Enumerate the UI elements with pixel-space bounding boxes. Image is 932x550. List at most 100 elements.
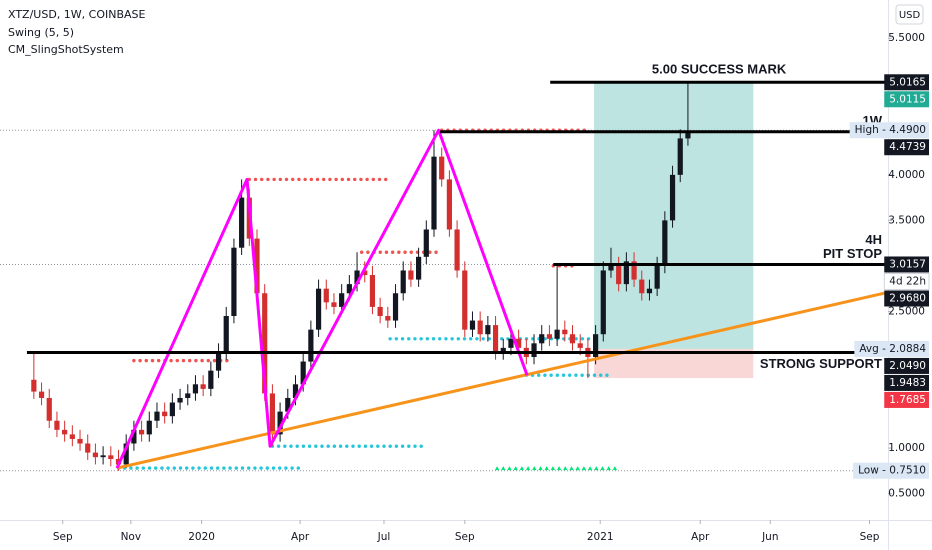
x-tick-label: Sep	[455, 531, 475, 543]
candle-body	[38, 391, 45, 398]
price-label-bg	[884, 91, 929, 108]
candle-body	[323, 288, 329, 303]
y-tick-label: 5.5000	[888, 32, 925, 44]
swing-level	[116, 466, 301, 470]
signal-triangle	[600, 466, 605, 471]
signal-triangle	[538, 466, 543, 471]
swing-dot	[378, 250, 382, 254]
candle-body	[46, 397, 52, 421]
swing-dot	[592, 373, 597, 377]
candle-body	[177, 397, 183, 403]
candle-body	[154, 411, 160, 421]
candle-body	[685, 131, 691, 139]
candle-body	[431, 156, 437, 230]
x-tick-label: 2020	[188, 531, 215, 543]
swing-dot	[234, 466, 239, 470]
swing-dot	[340, 177, 345, 182]
swing-dot	[413, 337, 417, 341]
y-tick-label: 0.5000	[888, 488, 925, 500]
candle-body	[508, 338, 514, 348]
price-label: Low - 0.7510	[858, 465, 926, 477]
candle-body	[485, 325, 491, 335]
swing-dot	[129, 466, 133, 470]
level-label: STRONG SUPPORT	[760, 356, 882, 371]
candle-body	[62, 429, 68, 435]
price-label-bg	[884, 391, 929, 408]
swing-dot	[586, 337, 591, 341]
signal-triangle	[606, 466, 611, 471]
swing-dot	[450, 337, 454, 341]
candle-body	[123, 443, 129, 465]
price-label: 2.0490	[889, 360, 926, 372]
signal-triangle	[556, 466, 562, 471]
swing-dot	[371, 177, 376, 182]
candle-body	[631, 261, 637, 280]
swing-dot	[240, 466, 245, 470]
candle-body	[231, 247, 237, 317]
candle-body	[31, 379, 37, 392]
swing-dot	[266, 177, 270, 182]
candle-body	[454, 229, 460, 271]
candle-body	[362, 270, 368, 276]
swing-dot	[419, 337, 423, 341]
candle-body	[331, 302, 337, 307]
swing-dot	[500, 337, 504, 341]
candle-body	[439, 156, 445, 180]
candle-body	[292, 384, 299, 398]
swing-dot	[338, 444, 343, 448]
x-tick-label: Apr	[691, 531, 710, 543]
swing-dot	[428, 250, 432, 254]
swing-dot	[438, 337, 442, 341]
swing-dot	[284, 466, 288, 470]
swing-dot	[169, 358, 173, 363]
signal-triangle	[569, 466, 574, 471]
currency-button[interactable]	[895, 4, 924, 25]
y-tick-label: 2.5000	[888, 305, 925, 317]
swing-dot	[574, 337, 578, 341]
swing-dot	[290, 466, 294, 470]
swing-dot	[397, 250, 401, 254]
swing-dot	[222, 466, 226, 470]
price-label: 5.0115	[889, 93, 926, 105]
swing-dot	[357, 444, 361, 448]
candle-body	[285, 397, 291, 412]
candle-body	[77, 438, 83, 444]
swing-dot	[580, 373, 584, 377]
swing-dot	[278, 177, 283, 182]
swing-dot	[320, 444, 324, 448]
signal-triangle	[587, 466, 593, 471]
swing-dot	[278, 466, 282, 470]
swing-dot	[382, 444, 386, 448]
candle-body	[500, 347, 506, 353]
price-label-bg	[884, 139, 929, 156]
price-label-bg	[884, 374, 929, 391]
swing-dot	[154, 466, 158, 470]
candle-body	[69, 434, 75, 439]
swing-dot	[185, 466, 189, 470]
candle-body	[185, 393, 191, 398]
swing-dot	[291, 177, 295, 182]
candle-body	[654, 265, 660, 289]
swing-dot	[537, 373, 541, 377]
x-tick-label: 2021	[587, 531, 614, 543]
y-tick-label: 1.0000	[888, 442, 925, 454]
swing-dot	[144, 358, 148, 363]
candle-body	[200, 384, 206, 389]
swing-dot	[346, 177, 351, 182]
candle-body	[562, 329, 568, 335]
swing-dot	[369, 444, 374, 448]
candle-body	[646, 288, 653, 294]
price-label: 4d 22h	[889, 275, 926, 287]
swing-dot	[253, 466, 257, 470]
candle-body	[239, 197, 245, 248]
swing-dot	[289, 444, 293, 448]
swing-dot	[345, 444, 349, 448]
swing-dot	[469, 337, 473, 341]
candle-body	[469, 320, 476, 330]
price-label: High - 4.4900	[855, 124, 926, 136]
price-label-bg	[884, 74, 929, 91]
candle-body	[516, 338, 522, 348]
swing-dot	[599, 373, 603, 377]
swing-dot	[409, 250, 413, 254]
